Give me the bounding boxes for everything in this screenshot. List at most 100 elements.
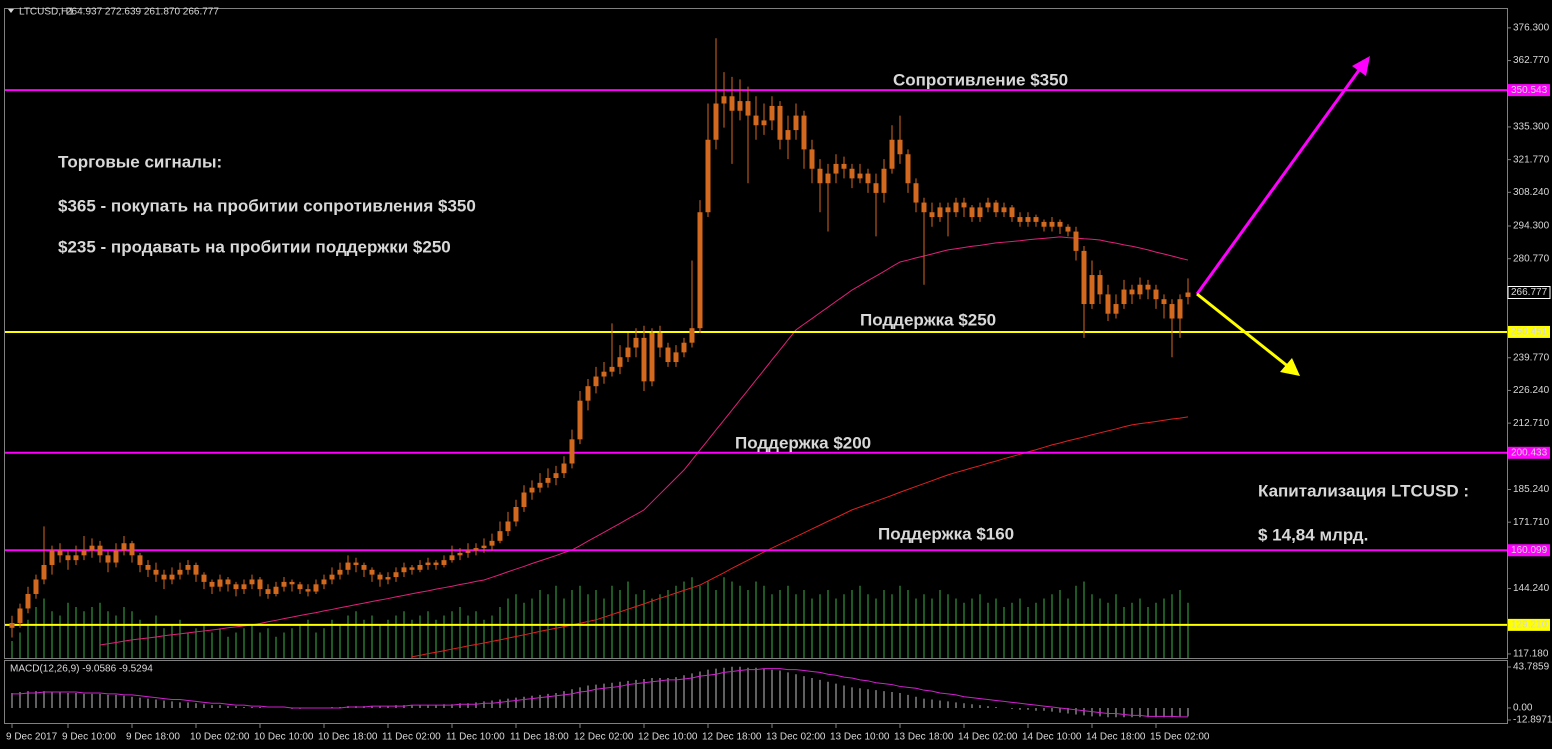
- y-tick-label: 321.770: [1513, 154, 1550, 165]
- annotation: Торговые сигналы:: [58, 152, 222, 171]
- candle-body: [1121, 289, 1127, 305]
- candle-body: [849, 168, 855, 179]
- candle-body: [929, 212, 935, 218]
- x-tick-label: 12 Dec 10:00: [638, 732, 698, 743]
- last-price-label: 266.777: [1511, 287, 1548, 298]
- candle-body: [665, 347, 671, 363]
- candle-body: [1185, 292, 1191, 297]
- chart-subtitle: 264.937 272.639 261.870 266.777: [66, 7, 219, 18]
- candle-body: [817, 168, 823, 184]
- candle-body: [377, 574, 383, 580]
- x-tick-label: 10 Dec 18:00: [318, 732, 378, 743]
- candle-body: [1137, 284, 1143, 295]
- candle-body: [601, 371, 607, 377]
- candle-body: [185, 564, 191, 570]
- candle-body: [529, 487, 535, 493]
- candle-body: [305, 589, 311, 592]
- candle-body: [281, 581, 287, 587]
- last-price-tag: [1507, 285, 1551, 299]
- candle-body: [289, 581, 295, 585]
- y-tick-label: 171.710: [1513, 517, 1550, 528]
- candle-body: [777, 105, 783, 140]
- candle-body: [1065, 226, 1071, 232]
- candle-body: [1177, 299, 1183, 319]
- candle-body: [873, 183, 879, 193]
- candle-body: [841, 163, 847, 169]
- annotation: $ 14,84 млрд.: [1258, 525, 1368, 544]
- candle-body: [505, 521, 511, 532]
- candle-body: [553, 473, 559, 478]
- x-tick-label: 9 Dec 2017: [6, 732, 58, 743]
- candle-body: [417, 564, 423, 570]
- candle-body: [441, 560, 447, 565]
- y-tick-label: 144.240: [1513, 583, 1550, 594]
- candle-body: [1153, 289, 1159, 300]
- candle-body: [1161, 299, 1167, 305]
- level-label: 350.543: [1511, 85, 1548, 96]
- candle-body: [465, 550, 471, 553]
- annotation: $235 - продавать на пробитии поддержки $…: [58, 237, 451, 256]
- candle-body: [241, 584, 247, 590]
- candle-body: [833, 163, 839, 174]
- candle-body: [937, 207, 943, 218]
- candle-body: [297, 584, 303, 590]
- y-tick-label: 376.300: [1513, 23, 1550, 34]
- candle-body: [785, 130, 791, 140]
- candle-body: [953, 202, 959, 213]
- y-tick-label: 185.240: [1513, 484, 1550, 495]
- candle-body: [889, 139, 895, 169]
- annotation: $365 - покупать на пробитии сопротивлени…: [58, 196, 476, 215]
- candle-body: [217, 579, 223, 587]
- candle-body: [913, 183, 919, 203]
- candle-body: [193, 564, 199, 575]
- y-tick-label: 117.180: [1513, 649, 1549, 660]
- level-tag: [1508, 446, 1550, 459]
- candle-body: [561, 463, 567, 474]
- up-arrow: [1195, 65, 1364, 295]
- candle-body: [273, 586, 279, 594]
- candle-body: [745, 101, 751, 116]
- candle-body: [689, 328, 695, 343]
- candle-body: [385, 577, 391, 580]
- candle-body: [337, 569, 343, 575]
- candle-body: [617, 357, 623, 367]
- candle-body: [137, 555, 143, 565]
- candle-body: [25, 593, 31, 609]
- candle-body: [585, 386, 591, 401]
- x-tick-label: 13 Dec 02:00: [766, 732, 826, 743]
- down-arrowhead: [1280, 358, 1300, 376]
- candle-body: [809, 149, 815, 169]
- candle-body: [121, 543, 127, 551]
- up-arrowhead: [1352, 56, 1370, 76]
- candle-body: [1113, 304, 1119, 314]
- level-tag: [1508, 544, 1550, 557]
- x-tick-label: 11 Dec 18:00: [510, 732, 569, 743]
- candle-body: [697, 212, 703, 329]
- candle-body: [921, 202, 927, 213]
- candle-body: [769, 105, 775, 121]
- macd-label: MACD(12,26,9) -9.0586 -9.5294: [10, 664, 153, 675]
- candle-body: [1129, 289, 1135, 295]
- moving-average: [411, 416, 1189, 658]
- candle-body: [609, 366, 615, 372]
- candle-body: [625, 347, 631, 358]
- candle-body: [825, 173, 831, 184]
- candle-body: [73, 555, 79, 561]
- candle-body: [177, 569, 183, 575]
- chart-title: LTCUSD,H1: [19, 7, 74, 18]
- candle-body: [161, 574, 167, 580]
- candle-body: [945, 207, 951, 213]
- y-tick-label: 212.710: [1513, 418, 1550, 429]
- candle-body: [89, 545, 95, 551]
- y-tick-label: 280.770: [1513, 253, 1550, 264]
- candle-body: [1017, 217, 1023, 222]
- candle-body: [721, 96, 727, 104]
- candle-body: [993, 202, 999, 213]
- candle-body: [1009, 207, 1015, 218]
- x-tick-label: 14 Dec 18:00: [1086, 732, 1146, 743]
- candle-body: [881, 168, 887, 193]
- x-tick-label: 9 Dec 10:00: [62, 732, 116, 743]
- y-tick-label: 362.770: [1513, 55, 1550, 66]
- x-tick-label: 10 Dec 10:00: [254, 732, 314, 743]
